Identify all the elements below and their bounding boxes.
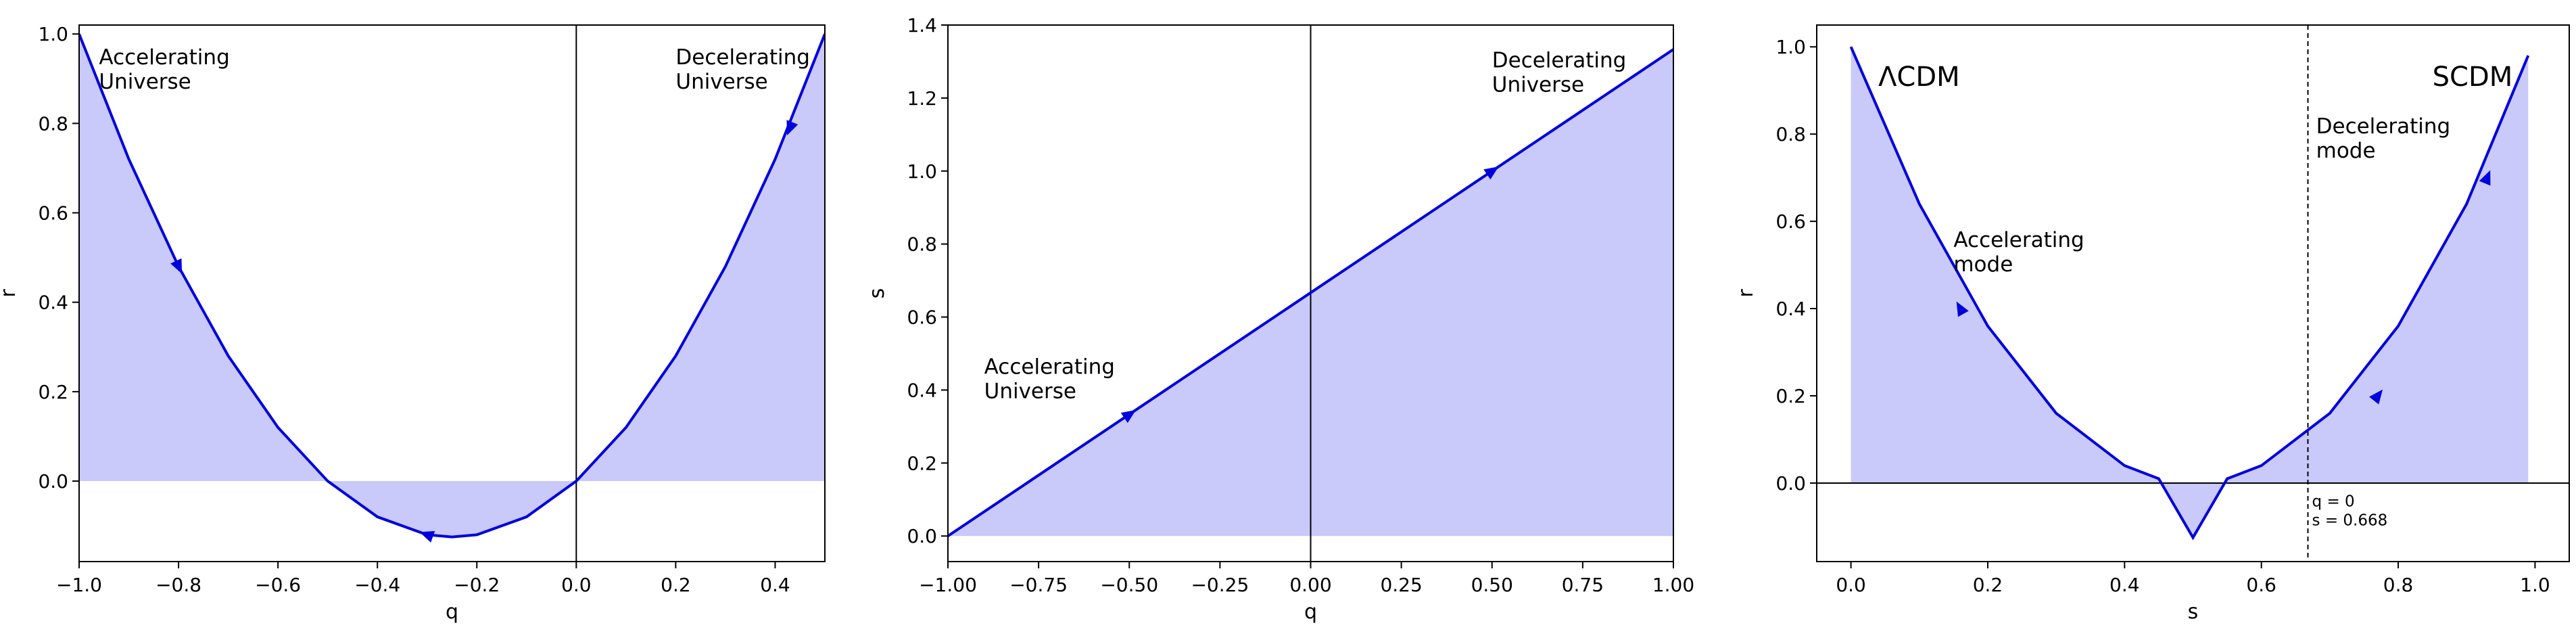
- annotation-text: Decelerating mode: [2316, 114, 2451, 163]
- x-tick-label: 0.4: [2109, 574, 2140, 596]
- annotation-line: SCDM: [2433, 62, 2513, 93]
- x-tick-label: 0.75: [1562, 574, 1604, 596]
- y-tick-label: 0.8: [1775, 123, 1806, 145]
- x-tick-label: −0.8: [156, 574, 201, 596]
- x-tick-label: 0.4: [760, 574, 790, 596]
- y-tick-label: 0.0: [907, 525, 937, 547]
- y-tick-label: 0.8: [907, 233, 937, 256]
- panel-s-vs-q: −1.00 −0.75 −0.50 −0.25 0.00 0.25 0.50 0.75 1.00…: [865, 14, 1694, 624]
- x-tick-label: 0.6: [2246, 574, 2276, 596]
- direction-arrow: [170, 258, 183, 274]
- annotation-text: Accelerating Universe: [984, 355, 1115, 404]
- y-tick-label: 0.0: [38, 470, 68, 493]
- x-tick-label: −0.4: [354, 574, 400, 596]
- x-tick-label: 1.00: [1652, 574, 1694, 596]
- y-tick-label: 0.6: [38, 202, 68, 225]
- annotation-line: Accelerating: [1953, 228, 2084, 252]
- annotation-line: Universe: [984, 380, 1076, 404]
- direction-arrow: [2369, 389, 2383, 405]
- x-tick-label: 0.2: [661, 574, 691, 596]
- annotation-line: Decelerating: [2316, 114, 2451, 139]
- axes-frame: [1816, 24, 2570, 562]
- direction-arrow: [2479, 170, 2491, 186]
- x-tick-label: 0.00: [1289, 574, 1331, 596]
- x-tick-label: −0.6: [255, 574, 301, 596]
- y-tick-label: 0.2: [1775, 385, 1806, 407]
- y-tick-label: 0.2: [907, 452, 937, 474]
- y-tick-label: 1.0: [907, 160, 937, 183]
- y-axis-label: s: [865, 288, 889, 299]
- y-tick-label: 1.2: [907, 87, 937, 110]
- x-axis-label: q: [1304, 600, 1317, 624]
- shaded-area: [1851, 47, 2529, 538]
- annotation-line: Accelerating: [99, 45, 229, 70]
- x-tick-label: 1.0: [2520, 574, 2550, 596]
- annotation-line: mode: [2316, 139, 2376, 163]
- y-tick-label: 1.0: [1775, 36, 1806, 58]
- annotation-text: SCDM: [2433, 62, 2513, 93]
- y-tick-label: 0.4: [907, 379, 937, 401]
- annotation-line: Universe: [675, 70, 767, 94]
- y-tick-label: 1.0: [38, 23, 68, 45]
- y-tick-label: 0.0: [1775, 472, 1806, 495]
- x-tick-label: 0.8: [2383, 574, 2414, 596]
- annotation-text: Decelerating Universe: [1492, 49, 1627, 97]
- annotation-line: Universe: [99, 70, 191, 94]
- y-tick-label: 0.6: [1775, 210, 1806, 233]
- direction-arrow: [1483, 166, 1499, 180]
- y-tick-label: 0.6: [907, 306, 937, 329]
- x-tick-label: −0.2: [454, 574, 500, 596]
- y-tick-label: 1.4: [907, 14, 937, 37]
- y-tick-label: 0.4: [38, 292, 68, 314]
- annotation-line: s = 0.668: [2312, 512, 2388, 529]
- direction-arrow: [786, 120, 798, 136]
- annotation-text: Decelerating Universe: [675, 45, 810, 94]
- annotation-line: ΛCDM: [1878, 62, 1960, 93]
- x-tick-label: 0.0: [1836, 574, 1866, 596]
- panel-r-vs-q: −1.0 −0.8 −0.6 −0.4 −0.2 0.0 0.2 0.4 0.0 0.2 0.4 0.…: [0, 23, 826, 624]
- axes-frame: [78, 24, 826, 562]
- data-curve: [79, 33, 825, 539]
- annotation-line: Decelerating: [675, 45, 810, 70]
- x-tick-label: −1.0: [56, 574, 102, 596]
- x-tick-label: 0.0: [561, 574, 592, 596]
- data-curve: [1849, 46, 2530, 541]
- x-axis-label: s: [2188, 600, 2199, 624]
- y-tick-label: 0.2: [38, 381, 68, 403]
- annotation-text: Accelerating Universe: [99, 45, 229, 94]
- x-axis-label: q: [446, 600, 458, 624]
- y-axis-label: r: [0, 289, 20, 298]
- direction-arrow: [1956, 301, 1969, 317]
- x-tick-label: 0.2: [1973, 574, 2003, 596]
- x-tick-label: −0.75: [1009, 574, 1068, 596]
- annotation-text: ΛCDM: [1878, 62, 1960, 93]
- annotation-line: Accelerating: [984, 355, 1115, 380]
- shaded-area: [79, 34, 825, 537]
- annotation-text: Accelerating mode: [1953, 228, 2084, 277]
- annotation-line: Decelerating: [1492, 49, 1627, 73]
- annotation-text: q = 0 s = 0.668: [2312, 493, 2388, 529]
- annotation-line: Universe: [1492, 73, 1584, 97]
- x-tick-label: −0.50: [1100, 574, 1158, 596]
- y-axis-label: r: [1734, 289, 1758, 298]
- annotation-line: q = 0: [2312, 493, 2355, 510]
- x-tick-label: 0.50: [1471, 574, 1513, 596]
- direction-arrow: [1120, 409, 1137, 424]
- x-tick-label: 0.25: [1380, 574, 1422, 596]
- panel-r-vs-s: 0.0 0.2 0.4 0.6 0.8 1.0 0.0 0.2 0.4 0.6 0.8 1.0 s r ΛC…: [1734, 24, 2570, 624]
- data-curve: [948, 48, 1673, 537]
- x-tick-label: −0.25: [1191, 574, 1249, 596]
- y-tick-label: 0.8: [38, 112, 68, 135]
- x-tick-label: −1.00: [919, 574, 977, 596]
- direction-arrow: [419, 530, 435, 543]
- annotation-line: mode: [1953, 252, 2013, 277]
- y-tick-label: 0.4: [1775, 298, 1806, 320]
